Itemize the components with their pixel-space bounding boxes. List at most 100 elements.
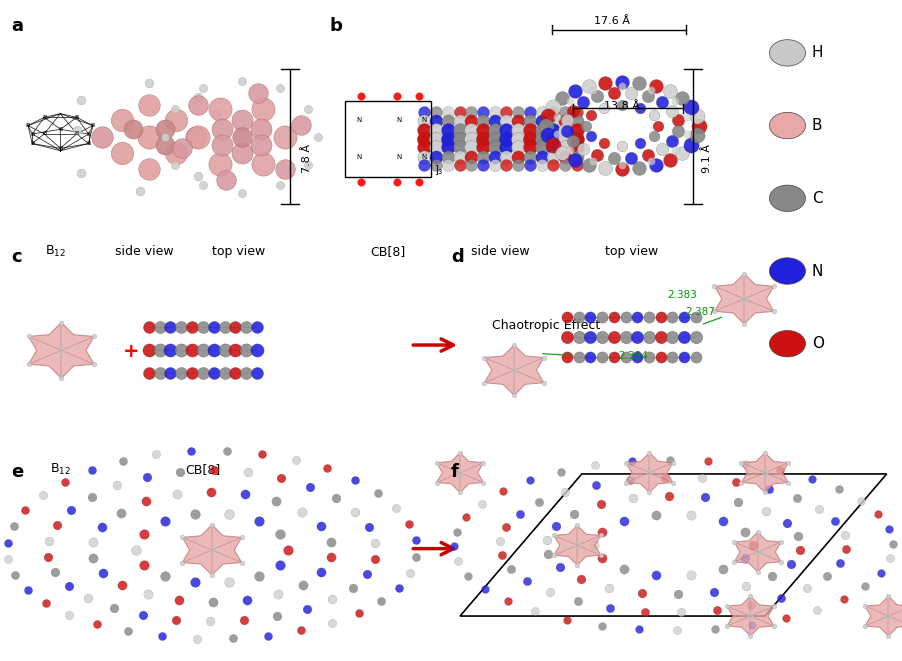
Point <box>477 352 492 363</box>
Point <box>133 186 147 196</box>
Point <box>557 107 573 118</box>
Point <box>273 473 288 483</box>
Point <box>583 332 597 342</box>
Point <box>500 151 514 162</box>
Point <box>653 352 667 362</box>
Bar <box>345 100 431 176</box>
Point <box>707 281 722 292</box>
Text: B$_{12}$: B$_{12}$ <box>45 244 67 258</box>
Point <box>758 487 772 498</box>
Point <box>250 322 264 332</box>
Point <box>163 322 178 332</box>
Point <box>820 570 834 581</box>
Point <box>235 148 249 159</box>
Point <box>197 83 211 93</box>
Polygon shape <box>182 525 242 575</box>
Point <box>550 112 565 122</box>
Point <box>170 489 185 500</box>
Point <box>653 312 667 323</box>
Point <box>465 134 479 144</box>
Point <box>744 619 759 630</box>
Point <box>789 492 804 503</box>
Point <box>500 125 514 136</box>
Point <box>256 159 271 170</box>
Point <box>504 563 519 574</box>
Point <box>553 562 567 572</box>
Point <box>676 352 691 362</box>
Point <box>570 107 584 118</box>
Point <box>354 90 368 100</box>
Point <box>743 611 758 621</box>
Point <box>595 332 610 342</box>
Point <box>556 93 570 104</box>
Point <box>429 116 444 126</box>
Point <box>228 368 243 379</box>
Point <box>708 623 723 634</box>
Text: c: c <box>11 248 22 266</box>
Point <box>142 322 156 332</box>
Point <box>459 512 474 522</box>
Point <box>854 496 869 506</box>
Point <box>523 125 538 136</box>
Point <box>557 160 573 171</box>
Point <box>685 101 699 112</box>
Point <box>812 504 826 514</box>
Point <box>642 447 657 458</box>
Point <box>655 97 669 108</box>
Polygon shape <box>727 596 774 636</box>
Point <box>136 559 151 570</box>
Point <box>205 545 219 555</box>
Point <box>619 312 633 323</box>
Point <box>641 332 656 342</box>
Point <box>761 483 776 494</box>
Point <box>833 558 848 568</box>
Point <box>8 570 23 580</box>
Point <box>235 532 249 543</box>
Polygon shape <box>460 474 887 616</box>
Point <box>541 549 556 559</box>
Point <box>217 345 232 356</box>
Point <box>695 473 709 484</box>
Point <box>666 457 680 468</box>
Point <box>158 139 172 150</box>
Point <box>239 322 253 332</box>
Point <box>417 134 432 144</box>
Point <box>511 151 525 162</box>
Polygon shape <box>554 525 601 565</box>
Text: b: b <box>329 17 342 34</box>
Point <box>85 465 99 475</box>
Point <box>665 332 680 342</box>
Polygon shape <box>29 323 94 378</box>
Point <box>401 519 416 529</box>
Point <box>465 125 479 136</box>
Point <box>635 588 649 598</box>
Point <box>228 345 243 356</box>
Point <box>883 553 897 564</box>
Point <box>556 147 570 158</box>
Point <box>191 92 206 102</box>
Point <box>507 365 521 375</box>
Point <box>429 134 444 144</box>
Point <box>597 102 612 113</box>
Point <box>235 115 249 126</box>
Polygon shape <box>734 532 781 572</box>
Point <box>594 499 608 510</box>
Point <box>570 116 584 126</box>
Point <box>142 77 156 88</box>
Point <box>476 477 491 488</box>
Point <box>586 156 601 167</box>
Point <box>767 281 781 292</box>
Point <box>453 151 467 162</box>
Point <box>239 345 253 356</box>
Point <box>429 107 444 118</box>
Point <box>781 477 796 488</box>
Point <box>215 139 229 150</box>
Point <box>465 116 479 126</box>
Point <box>235 132 249 142</box>
Text: B: B <box>42 132 46 136</box>
Point <box>149 449 163 459</box>
Point <box>301 160 316 171</box>
Point <box>584 131 598 141</box>
Point <box>674 607 688 617</box>
Point <box>110 480 124 490</box>
